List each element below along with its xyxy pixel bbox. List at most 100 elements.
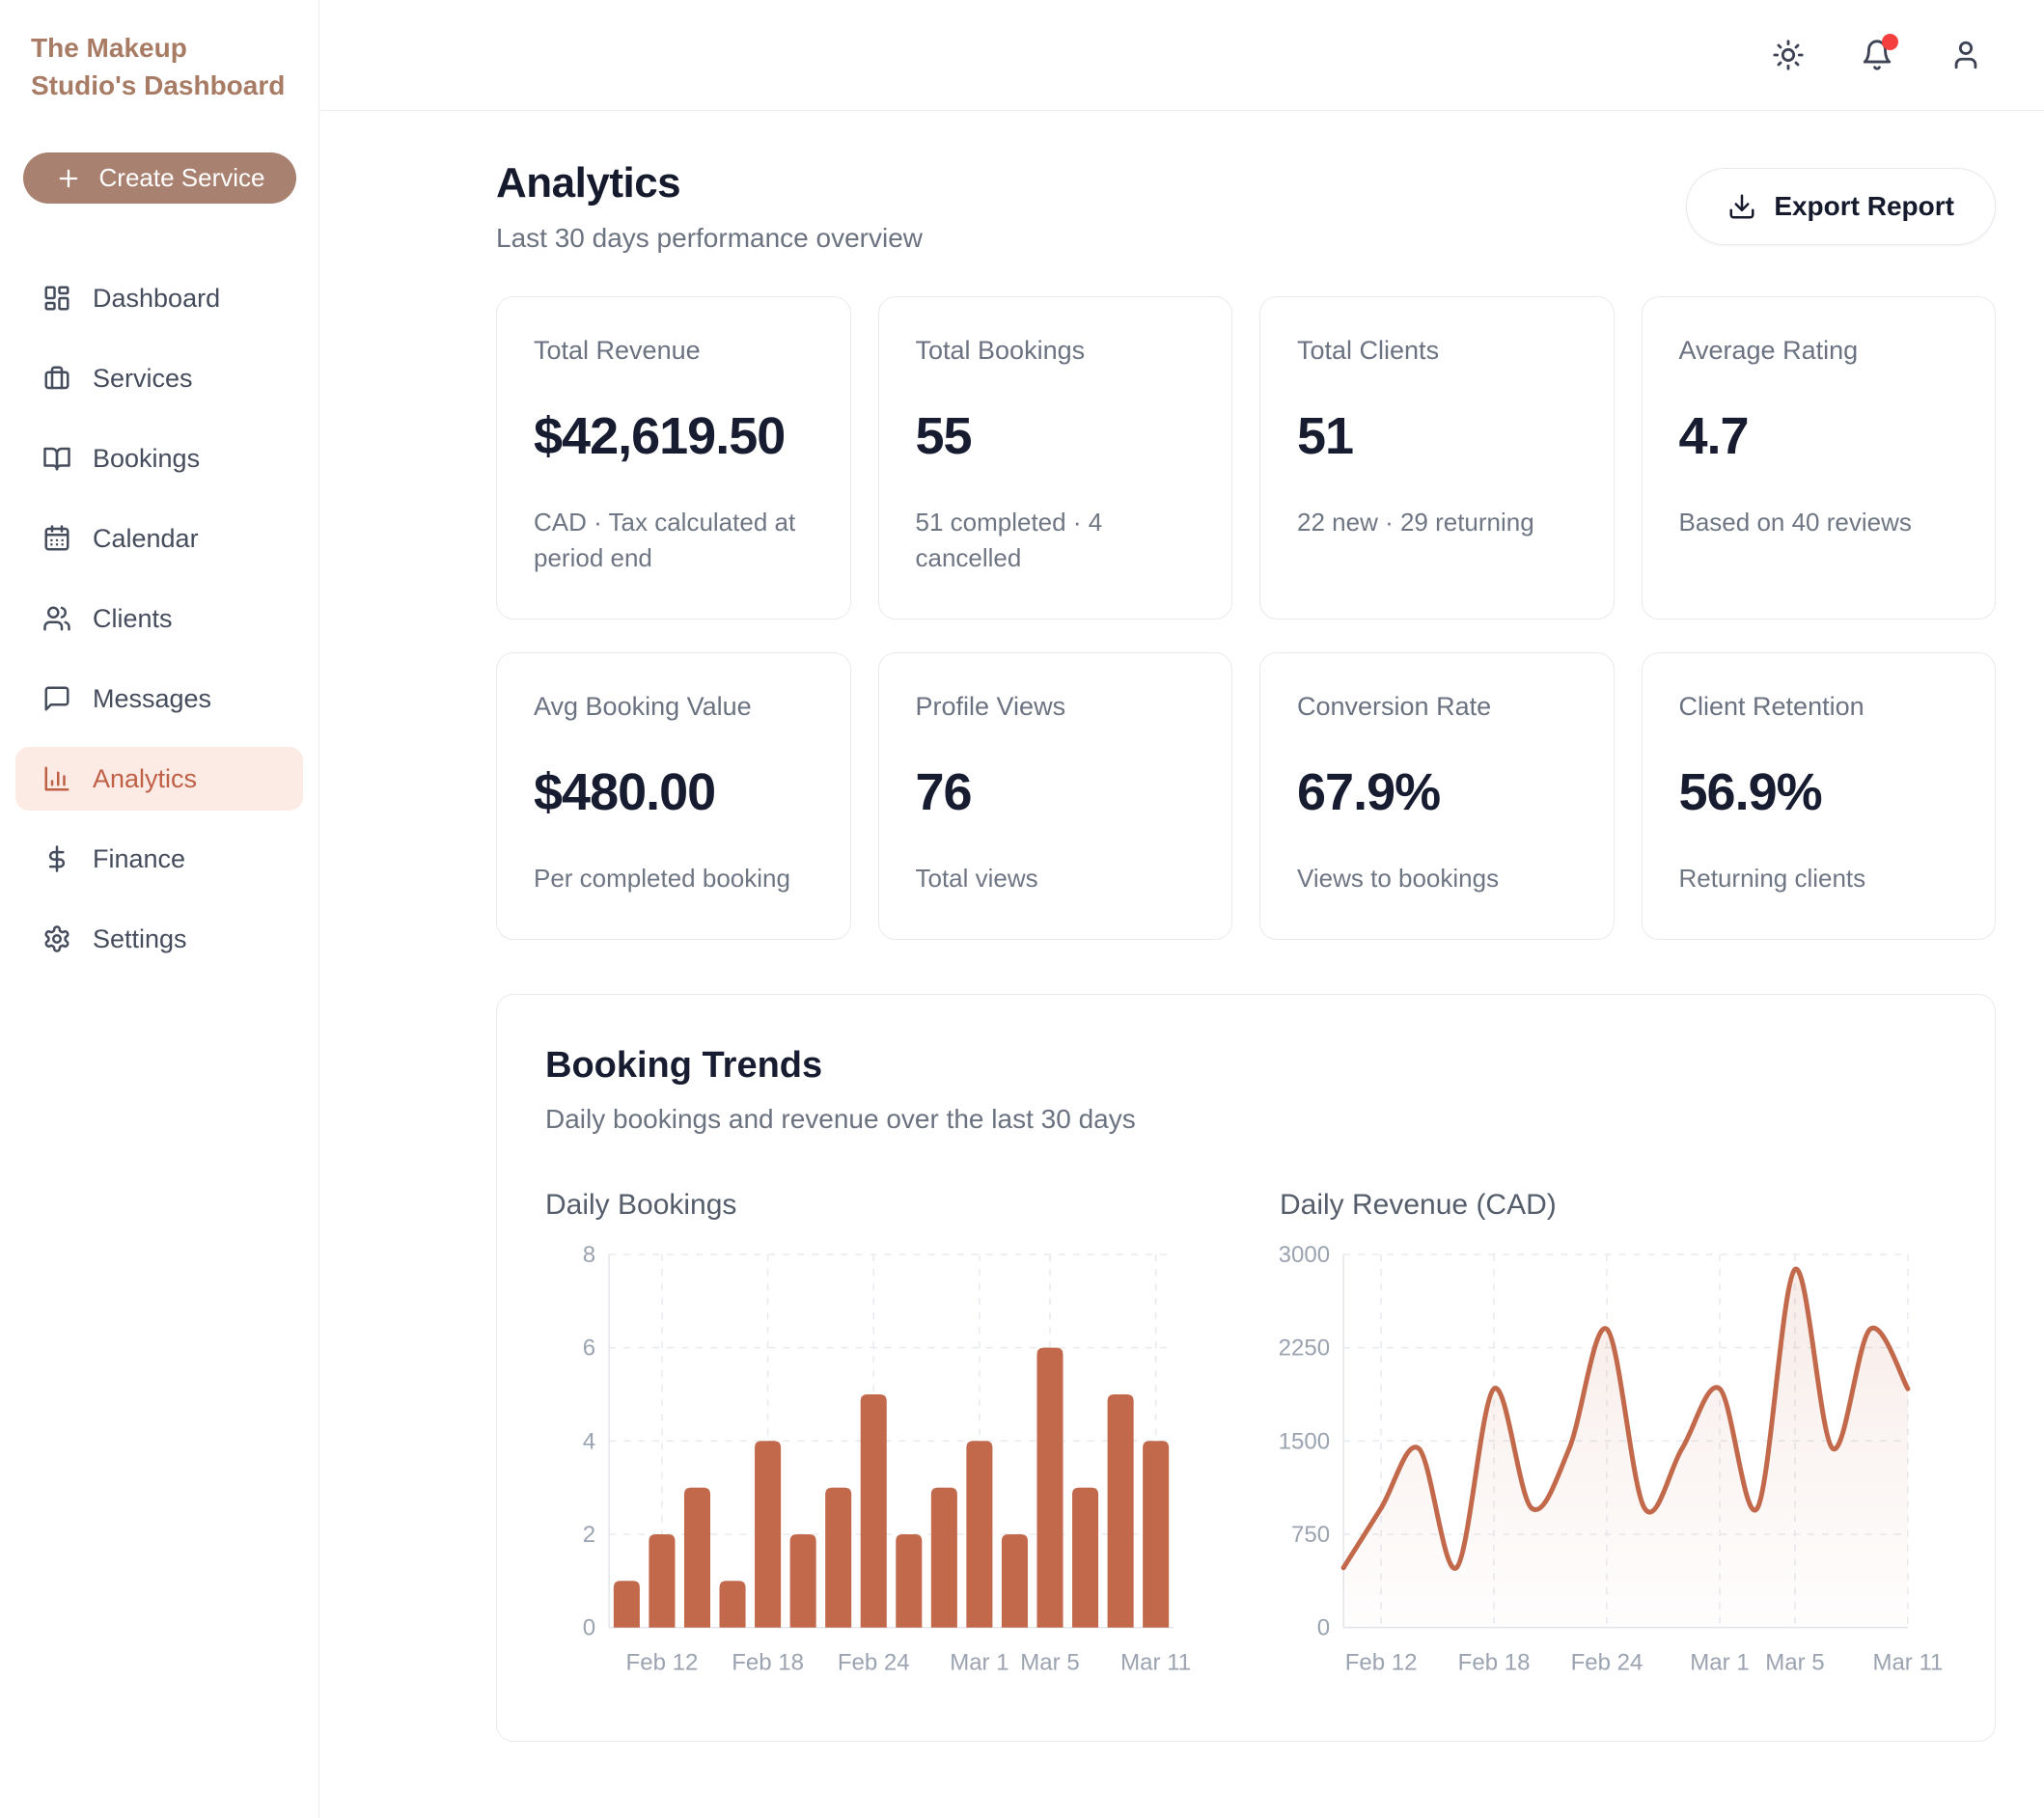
- bell-icon: [1861, 39, 1893, 71]
- stat-sub: Returning clients: [1678, 863, 1866, 893]
- notification-dot: [1882, 34, 1898, 50]
- svg-text:0: 0: [583, 1614, 595, 1640]
- stat-label: Avg Booking Value: [534, 691, 752, 721]
- create-service-button[interactable]: Create Service: [23, 152, 296, 204]
- svg-text:Feb 24: Feb 24: [838, 1649, 910, 1675]
- sidebar-item-analytics[interactable]: Analytics: [15, 747, 303, 811]
- stat-sub: 22 new · 29 returning: [1297, 508, 1534, 537]
- create-service-label: Create Service: [98, 163, 265, 192]
- gear-icon: [42, 924, 71, 953]
- stat-sub: Based on 40 reviews: [1678, 508, 1912, 537]
- stat-card-average-rating: Average Rating 4.7 Based on 40 reviews: [1641, 296, 1996, 620]
- booking-trends-title: Booking Trends: [545, 1044, 823, 1086]
- stat-value: 51: [1297, 407, 1354, 465]
- charts-row: Daily Bookings 0 2 4 6 8 Feb 12 Feb 18 Feb 24 Ma…: [545, 1189, 1947, 1688]
- daily-revenue-block: Daily Revenue (CAD) 0 750 1500 2250 3000 Feb …: [1280, 1189, 1947, 1688]
- book-open-icon: [42, 444, 71, 473]
- sidebar-item-bookings[interactable]: Bookings: [15, 427, 303, 490]
- svg-text:Mar 11: Mar 11: [1120, 1649, 1191, 1675]
- svg-text:Feb 24: Feb 24: [1571, 1649, 1643, 1675]
- export-report-label: Export Report: [1774, 191, 1954, 221]
- calendar-icon: [42, 524, 71, 553]
- stat-value: 67.9%: [1297, 762, 1441, 821]
- stat-card-client-retention: Client Retention 56.9% Returning clients: [1641, 651, 1996, 940]
- svg-text:Feb 12: Feb 12: [1345, 1649, 1418, 1675]
- dashboard-icon: [42, 284, 71, 313]
- plus-icon: [55, 165, 82, 192]
- theme-toggle-button[interactable]: [1772, 39, 1805, 71]
- page-header: Analytics Last 30 days performance overv…: [496, 159, 1996, 254]
- sidebar-item-label: Settings: [93, 923, 187, 953]
- svg-text:Mar 1: Mar 1: [950, 1649, 1008, 1675]
- app-title: The Makeup Studio's Dashboard: [31, 33, 286, 100]
- svg-text:Feb 18: Feb 18: [732, 1649, 804, 1675]
- sidebar-item-label: Finance: [93, 843, 186, 873]
- stat-card-total-clients: Total Clients 51 22 new · 29 returning: [1259, 296, 1615, 620]
- stat-label: Profile Views: [915, 691, 1066, 721]
- stat-label: Average Rating: [1678, 336, 1859, 365]
- svg-text:2250: 2250: [1280, 1335, 1330, 1361]
- stat-label: Conversion Rate: [1297, 691, 1492, 721]
- users-icon: [42, 604, 71, 633]
- sidebar-item-messages[interactable]: Messages: [15, 667, 303, 730]
- sidebar-item-services[interactable]: Services: [15, 346, 303, 410]
- stat-label: Client Retention: [1678, 691, 1864, 721]
- notifications-button[interactable]: [1861, 34, 1898, 71]
- daily-revenue-chart: 0 750 1500 2250 3000 Feb 12 Feb 18 Feb 24 Mar 1 M…: [1280, 1242, 1943, 1676]
- sidebar-item-label: Clients: [93, 603, 173, 633]
- download-icon: [1727, 192, 1756, 221]
- sidebar-nav: Dashboard Services Bookings Calendar Cli…: [15, 266, 303, 971]
- svg-text:3000: 3000: [1280, 1242, 1330, 1268]
- stat-sub: Total views: [915, 863, 1038, 893]
- sidebar-item-label: Bookings: [93, 443, 201, 473]
- sidebar-item-label: Dashboard: [93, 283, 221, 313]
- stats-grid: Total Revenue $42,619.50 CAD · Tax calcu…: [496, 296, 1996, 940]
- sun-icon: [1772, 39, 1805, 71]
- stat-value: 55: [915, 407, 973, 465]
- sidebar-item-label: Services: [93, 363, 193, 393]
- svg-text:0: 0: [1317, 1614, 1330, 1640]
- stat-value: $480.00: [534, 762, 716, 821]
- topbar: [319, 0, 2044, 111]
- svg-text:4: 4: [583, 1428, 595, 1454]
- account-button[interactable]: [1949, 39, 1982, 71]
- sidebar-item-label: Calendar: [93, 523, 199, 553]
- stat-value: 56.9%: [1678, 762, 1823, 821]
- svg-text:2: 2: [583, 1522, 595, 1548]
- daily-bookings-block: Daily Bookings 0 2 4 6 8 Feb 12 Feb 18 Feb 24 Ma…: [545, 1189, 1212, 1688]
- svg-text:1500: 1500: [1280, 1428, 1330, 1454]
- sidebar-item-calendar[interactable]: Calendar: [15, 507, 303, 570]
- stat-card-profile-views: Profile Views 76 Total views: [877, 651, 1232, 940]
- sidebar-item-settings[interactable]: Settings: [15, 907, 303, 971]
- stat-card-avg-booking-value: Avg Booking Value $480.00 Per completed …: [496, 651, 851, 940]
- svg-text:Mar 1: Mar 1: [1690, 1649, 1749, 1675]
- svg-text:Mar 5: Mar 5: [1020, 1649, 1079, 1675]
- stat-value: 4.7: [1678, 407, 1750, 465]
- briefcase-icon: [42, 364, 71, 393]
- sidebar-item-finance[interactable]: Finance: [15, 827, 303, 891]
- sidebar-item-clients[interactable]: Clients: [15, 587, 303, 650]
- stat-card-conversion-rate: Conversion Rate 67.9% Views to bookings: [1259, 651, 1615, 940]
- stat-label: Total Clients: [1297, 336, 1440, 365]
- content: Analytics Last 30 days performance overv…: [319, 111, 2044, 1794]
- svg-text:750: 750: [1291, 1522, 1330, 1548]
- sidebar-item-dashboard[interactable]: Dashboard: [15, 266, 303, 330]
- daily-bookings-chart-title: Daily Bookings: [545, 1188, 737, 1221]
- main-area: Analytics Last 30 days performance overv…: [319, 0, 2044, 1818]
- svg-text:Feb 18: Feb 18: [1458, 1649, 1531, 1675]
- export-report-button[interactable]: Export Report: [1686, 168, 1996, 245]
- message-icon: [42, 684, 71, 713]
- stat-card-total-revenue: Total Revenue $42,619.50 CAD · Tax calcu…: [496, 296, 851, 620]
- svg-text:Feb 12: Feb 12: [626, 1649, 699, 1675]
- sidebar-item-label: Analytics: [93, 763, 198, 793]
- svg-text:8: 8: [583, 1242, 595, 1268]
- sidebar: The Makeup Studio's Dashboard Create Ser…: [0, 0, 319, 1818]
- booking-trends-card: Booking Trends Daily bookings and revenu…: [496, 993, 1996, 1743]
- daily-revenue-chart-title: Daily Revenue (CAD): [1280, 1188, 1557, 1221]
- booking-trends-subtitle: Daily bookings and revenue over the last…: [545, 1103, 1136, 1134]
- bar-chart-icon: [42, 764, 71, 793]
- svg-text:6: 6: [583, 1335, 595, 1361]
- sidebar-item-label: Messages: [93, 683, 212, 713]
- stat-sub: Per completed booking: [534, 863, 790, 893]
- svg-text:Mar 11: Mar 11: [1872, 1649, 1943, 1675]
